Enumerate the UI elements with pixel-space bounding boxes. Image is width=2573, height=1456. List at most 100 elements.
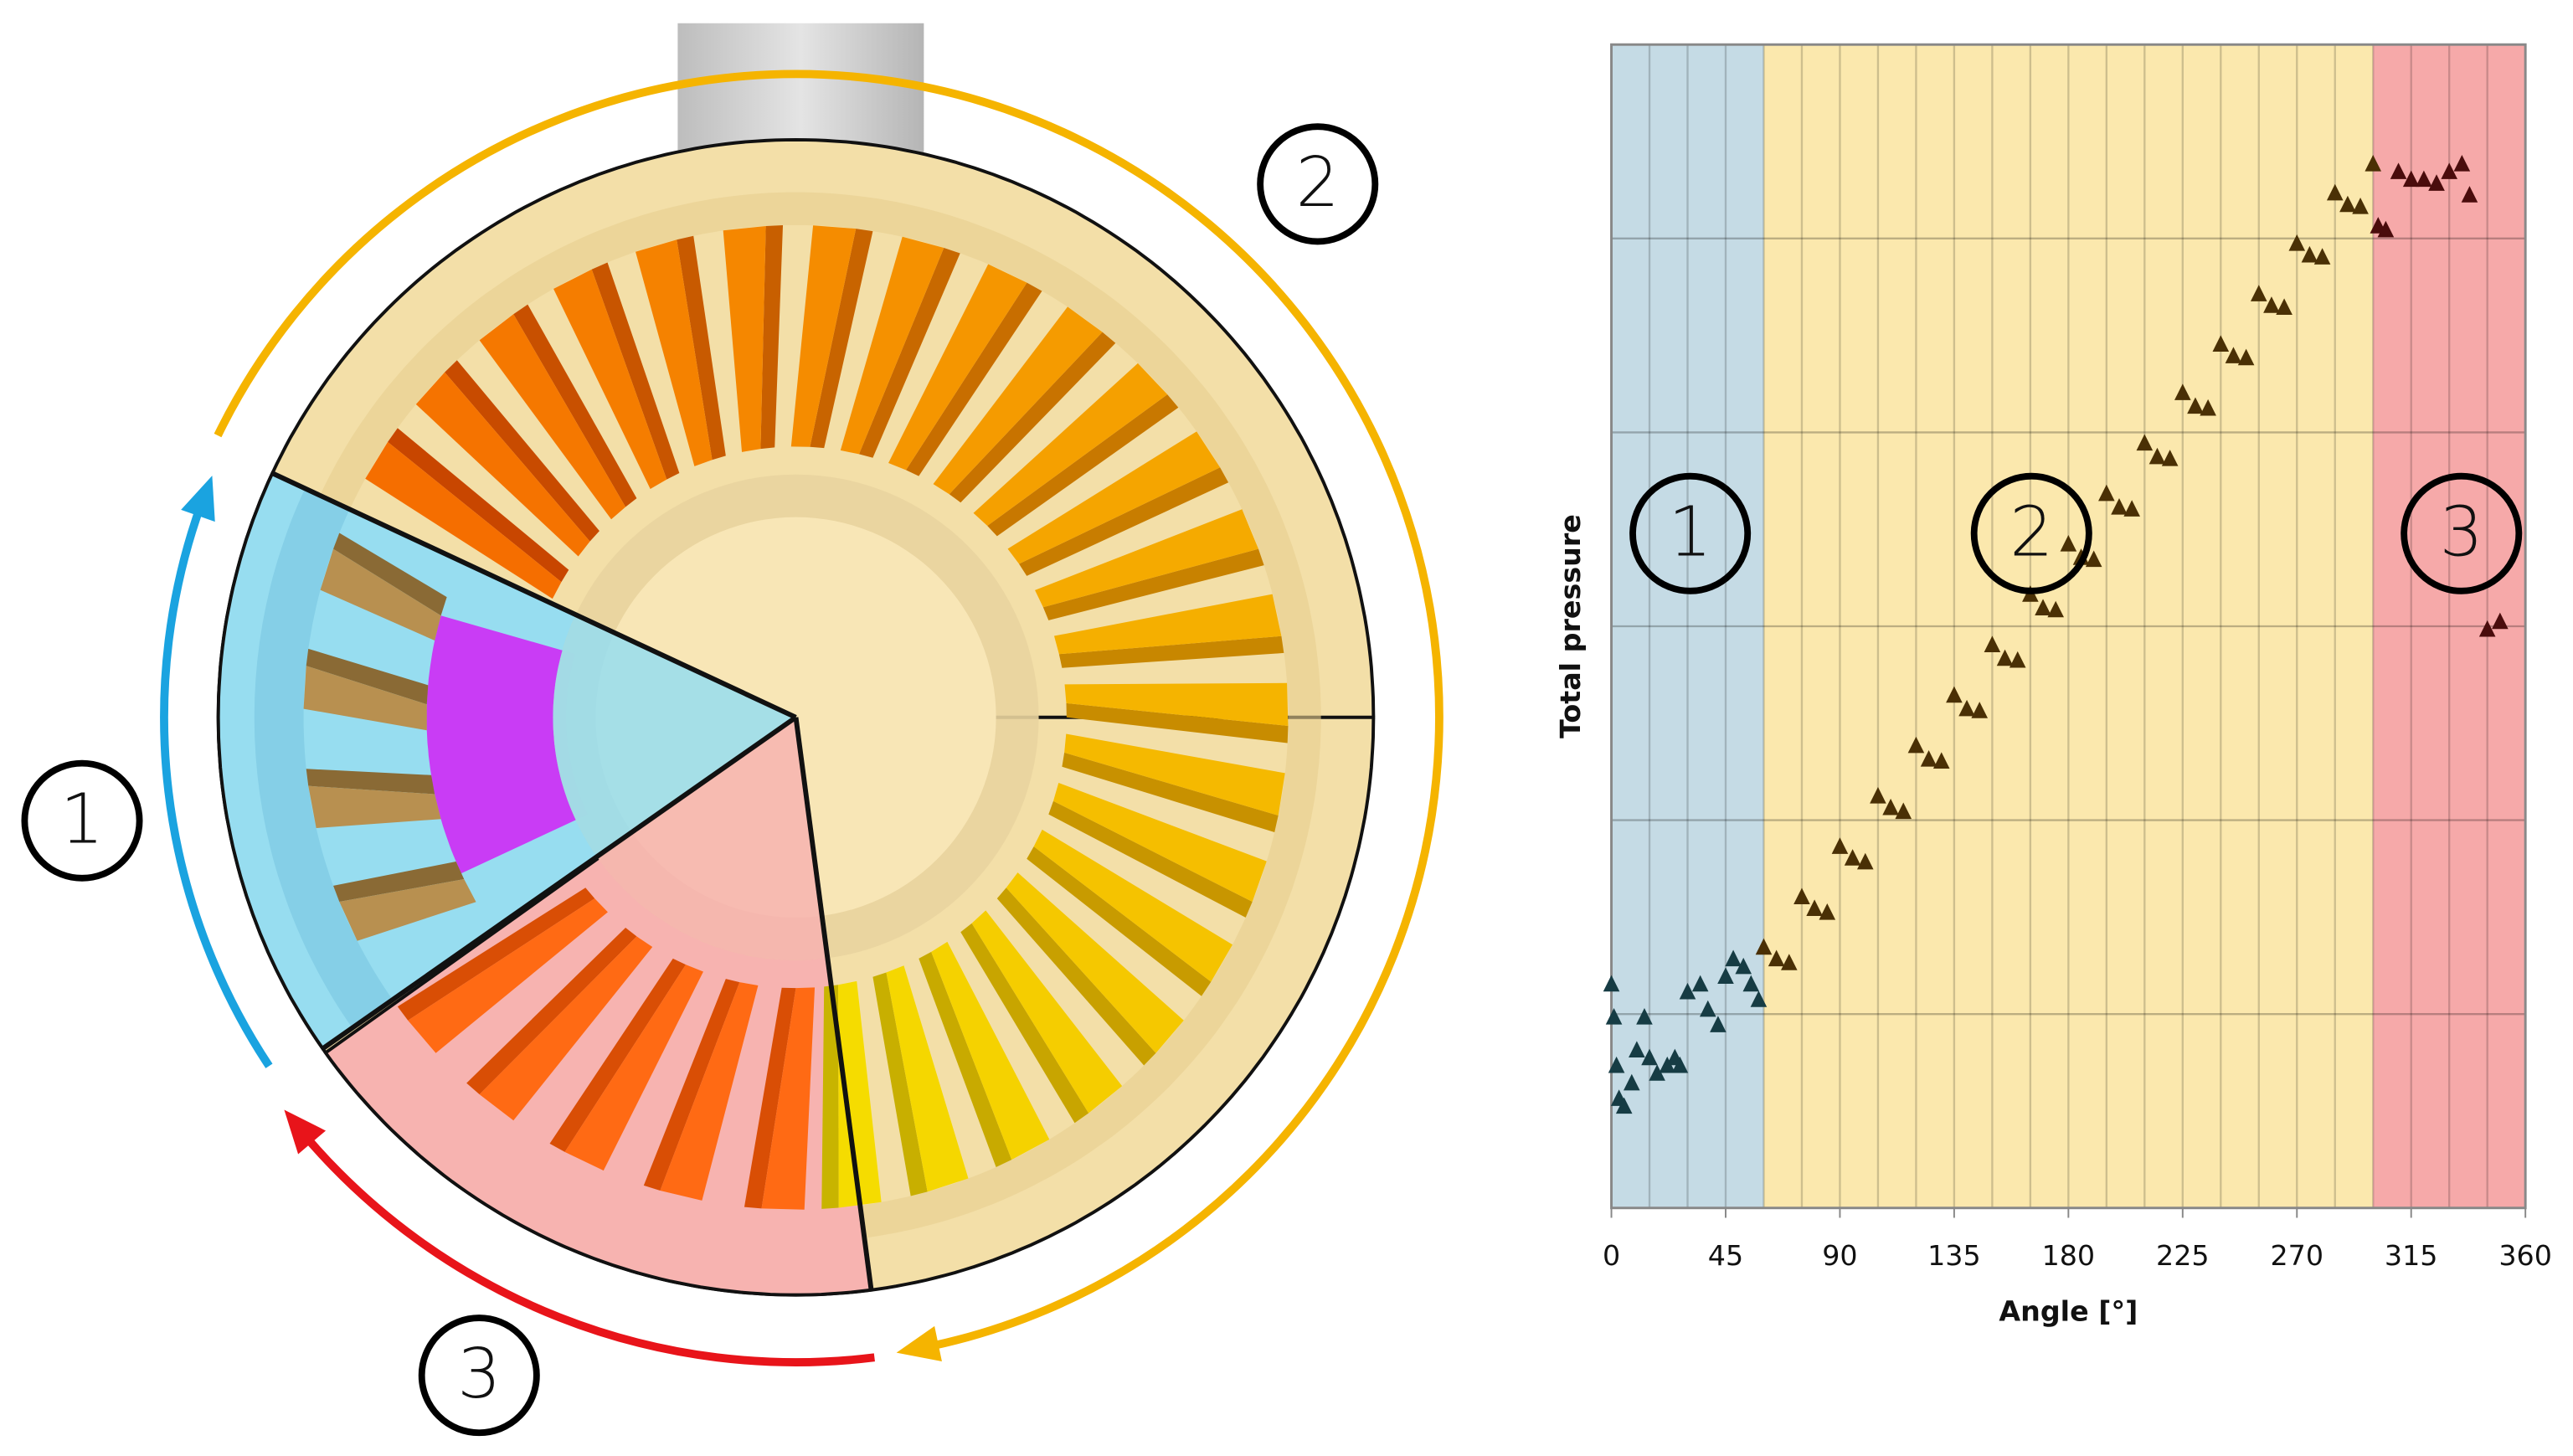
vane: [790, 225, 857, 447]
point: [1699, 1000, 1716, 1017]
point: [2301, 245, 2318, 263]
point: [1882, 798, 1899, 815]
vane-side: [1058, 635, 1284, 668]
point: [1735, 957, 1752, 975]
point: [1615, 1097, 1633, 1114]
vane-side: [858, 248, 960, 458]
x-tick-label: 135: [1927, 1239, 1981, 1272]
point: [2416, 170, 2432, 188]
point: [1624, 1073, 1640, 1091]
point: [2148, 447, 2166, 465]
vane-side: [744, 987, 796, 1209]
label-circle: [1257, 123, 1379, 245]
vane: [973, 363, 1168, 527]
vane: [1033, 829, 1233, 982]
vane-side: [397, 887, 595, 1021]
vane: [886, 965, 969, 1192]
x-tick-label: 225: [2156, 1239, 2210, 1272]
label-circle: [1970, 472, 2092, 594]
region: [1763, 44, 2374, 1208]
x-tick-label: 0: [1603, 1239, 1620, 1272]
vane-side: [643, 979, 740, 1191]
point: [2365, 155, 2382, 172]
vane-side: [872, 972, 928, 1196]
vane: [408, 898, 608, 1053]
point: [1742, 975, 1760, 992]
point: [1793, 887, 1810, 905]
point: [1958, 699, 1975, 717]
region: [1611, 44, 1764, 1208]
vane-side: [760, 225, 784, 450]
point: [2478, 620, 2496, 637]
vane-side: [591, 262, 680, 480]
point: [2453, 155, 2471, 172]
point: [2402, 170, 2420, 188]
x-tick-label: 270: [2270, 1239, 2323, 1272]
vane: [1053, 782, 1267, 903]
point: [1768, 949, 1785, 967]
vane-side: [333, 862, 465, 903]
point: [1710, 1016, 1726, 1032]
point: [2390, 162, 2407, 179]
point: [2123, 500, 2140, 517]
point: [1649, 1064, 1665, 1081]
point: [2200, 399, 2216, 416]
point: [2035, 599, 2051, 615]
point: [1750, 990, 1768, 1007]
x-tick-label: 315: [2385, 1239, 2438, 1272]
point: [2237, 348, 2255, 366]
point: [1907, 736, 1925, 754]
vane-side: [919, 951, 1012, 1167]
vane: [1035, 509, 1258, 608]
vane-side: [1062, 752, 1279, 832]
wedge-edge: [321, 715, 798, 1051]
point: [1679, 982, 1696, 1000]
region-label: 2: [1296, 143, 1340, 223]
vane-side: [1019, 467, 1229, 576]
vane-side: [677, 235, 726, 460]
vane-side: [466, 928, 637, 1095]
vane-side: [960, 923, 1089, 1124]
vane-side: [306, 769, 435, 795]
blue-ring: [254, 488, 393, 1028]
vane: [660, 982, 759, 1201]
region-label: 1: [1668, 493, 1711, 573]
label-circle: [2401, 472, 2523, 594]
vane-side: [1066, 702, 1289, 743]
vane: [1064, 733, 1285, 815]
point: [1831, 837, 1849, 854]
x-tick-label: 45: [1708, 1239, 1743, 1272]
arrow-yellow: [214, 69, 1443, 1356]
vane: [339, 878, 476, 941]
vane: [1064, 682, 1289, 726]
point: [1856, 852, 1874, 870]
arrow-head: [284, 1109, 327, 1155]
point: [2288, 234, 2306, 251]
chart: 0 45 90 135 180 225 270 315 360 Angle [°] Total pr…: [1554, 43, 2552, 1328]
vane-side: [996, 887, 1156, 1066]
x-tick-label: 180: [2042, 1239, 2096, 1272]
label-circle: [418, 1315, 540, 1437]
vane: [564, 965, 703, 1171]
vane: [1006, 872, 1184, 1053]
point: [2352, 198, 2369, 214]
vane: [840, 236, 944, 455]
vane: [761, 987, 816, 1210]
point: [2339, 195, 2356, 213]
vane: [365, 441, 562, 599]
arrow-head: [896, 1325, 942, 1361]
point: [1671, 1056, 1689, 1073]
point: [2225, 347, 2242, 363]
point: [1920, 750, 1937, 767]
x-tick-label: 360: [2498, 1239, 2552, 1272]
point: [1725, 949, 1742, 967]
vane: [888, 264, 1027, 471]
vane-side: [1027, 846, 1212, 996]
vane: [415, 372, 590, 557]
vane-side: [549, 958, 687, 1152]
point: [2461, 186, 2478, 203]
vane: [838, 980, 882, 1208]
vane: [1007, 431, 1221, 564]
point: [1806, 899, 1823, 916]
region-label: 3: [457, 1335, 501, 1414]
